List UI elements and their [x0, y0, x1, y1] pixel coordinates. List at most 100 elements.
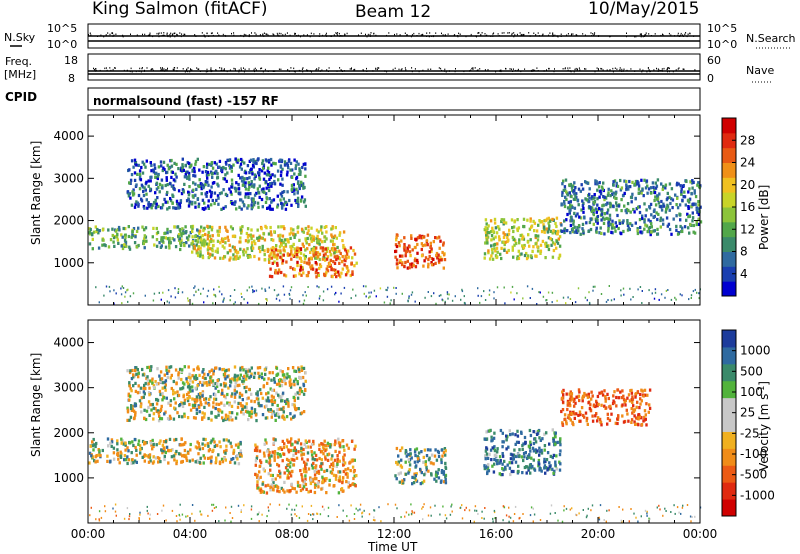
velocity-cell: [174, 391, 177, 395]
power-cell: [675, 203, 678, 207]
velocity-cell: [196, 459, 199, 463]
power-cell: [323, 225, 326, 229]
power-noise-cell: [322, 299, 325, 302]
velocity-cell: [508, 429, 511, 433]
velocity-cell: [185, 379, 189, 384]
power-cell: [217, 233, 220, 237]
power-cell: [183, 243, 186, 248]
velocity-cell: [109, 441, 112, 445]
velocity-cell: [256, 475, 259, 480]
velocity-cell: [271, 403, 274, 407]
velocity-cell: [338, 444, 341, 448]
velocity-cell: [302, 447, 305, 452]
freq-trace-dot: [226, 70, 228, 73]
power-cell: [278, 237, 281, 241]
velocity-cell: [148, 453, 152, 457]
power-cell: [216, 182, 219, 186]
velocity-cell: [219, 383, 223, 387]
power-cell: [604, 196, 608, 200]
velocity-cell: [110, 440, 114, 444]
power-cell: [252, 199, 255, 203]
power-cell: [312, 235, 315, 239]
power-cell: [277, 268, 281, 272]
velocity-cell: [284, 382, 287, 386]
velocity-cell: [236, 374, 239, 378]
power-cell: [224, 173, 227, 177]
power-cell: [341, 239, 344, 243]
velocity-cell: [414, 448, 417, 452]
velocity-cell: [425, 468, 428, 472]
nsky-trace-dot: [158, 35, 160, 38]
nsky-trace-dot: [567, 33, 569, 35]
power-noise-cell: [395, 292, 397, 295]
power-cell: [315, 236, 318, 240]
velocity-cell: [296, 441, 299, 445]
velocity-cell: [434, 473, 438, 477]
velocity-cell: [551, 467, 554, 471]
power-cell: [184, 225, 187, 229]
power-cell: [645, 208, 648, 212]
velocity-cell: [196, 366, 199, 370]
power-cell: [585, 181, 588, 185]
power-noise-cell: [654, 291, 657, 294]
freq-trace-dot: [186, 68, 188, 70]
power-ytick-label: 4000: [53, 129, 84, 143]
power-cell: [321, 240, 324, 244]
power-cell: [141, 185, 145, 189]
freq-trace-dot: [479, 68, 481, 70]
power-cell: [569, 200, 572, 204]
power-cell: [398, 260, 402, 264]
power-cell: [160, 238, 163, 242]
power-cell: [522, 245, 526, 250]
power-cell: [208, 234, 212, 238]
power-cell: [654, 203, 658, 207]
freq-trace-dot: [210, 69, 212, 71]
velocity-cell: [228, 411, 231, 415]
power-cell: [489, 230, 493, 234]
power-noise-cell: [665, 289, 668, 292]
power-noise-cell: [207, 289, 210, 292]
power-cell: [653, 191, 657, 195]
power-cell: [649, 219, 652, 224]
power-cell: [333, 255, 336, 259]
velocity-cell: [226, 392, 229, 397]
velocity-cell: [309, 445, 312, 449]
power-noise-cell: [322, 290, 325, 293]
power-cell: [249, 158, 253, 162]
power-cell: [547, 216, 550, 220]
velocity-cell: [524, 440, 527, 444]
velocity-cell: [269, 468, 272, 472]
power-noise-cell: [430, 295, 433, 298]
nsky-trace-dot: [677, 34, 679, 37]
velocity-cell: [230, 457, 233, 461]
velocity-cell: [269, 408, 272, 412]
nsky-trace-dot: [686, 35, 688, 38]
power-noise-cell: [194, 285, 196, 288]
power-cell: [192, 188, 195, 192]
velocity-cell: [313, 490, 317, 495]
velocity-cell: [242, 412, 245, 416]
power-noise-cell: [629, 287, 631, 290]
power-noise-cell: [641, 290, 643, 292]
velocity-cell: [126, 461, 129, 466]
velocity-cell: [295, 490, 298, 494]
velocity-cell: [245, 402, 248, 406]
velocity-cell: [264, 484, 267, 488]
power-cell: [276, 249, 280, 253]
freq-trace-dot: [536, 67, 538, 69]
nsky-trace-dot: [493, 32, 495, 34]
power-cell: [244, 192, 248, 196]
nsky-trace-dot: [313, 33, 315, 35]
power-cell: [252, 160, 255, 164]
power-cell: [569, 203, 572, 207]
freq-trace-dot: [222, 69, 224, 72]
velocity-cell: [223, 456, 226, 460]
power-cell: [577, 203, 580, 207]
power-noise-cell: [565, 302, 567, 305]
power-cell: [688, 214, 692, 218]
power-cell: [685, 218, 688, 222]
freq-trace-dot: [602, 69, 604, 71]
velocity-cell: [546, 451, 550, 455]
power-cell: [525, 251, 528, 256]
beam-title: Beam 12: [355, 2, 431, 22]
